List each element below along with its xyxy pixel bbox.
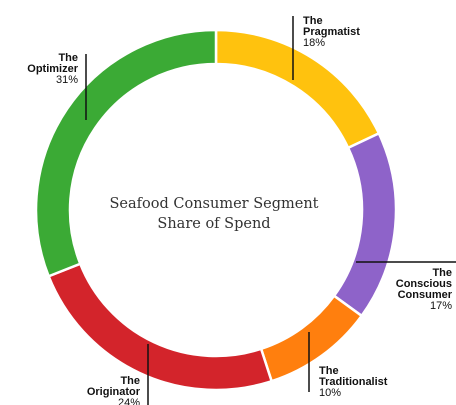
slice-label: The Optimizer 31% [27,52,78,86]
slice-labels: The Pragmatist 18%The Conscious Consumer 17%T… [27,15,452,405]
slice-name-line: The [432,267,452,279]
slice-name-line: Conscious [396,278,452,290]
slice-the-originator [47,262,274,392]
slice-name-line: Pragmatist [303,26,360,38]
leader-lines [85,16,456,405]
slice-percent: 24% [118,397,140,405]
slice-label: The Pragmatist 18% [303,15,360,49]
slice-name-line: Traditionalist [319,376,388,388]
slice-label: The Originator 24% [87,375,141,405]
slice-percent: 10% [319,387,341,399]
slice-label: The Conscious Consumer 17% [396,267,453,312]
slice-name-line: Consumer [398,289,453,301]
slice-percent: 17% [430,300,452,312]
slice-percent: 31% [56,74,78,86]
slice-label: The Traditionalist 10% [319,365,388,399]
slice-the-pragmatist [214,28,381,150]
center-title-line-2: Share of Spend [157,216,270,232]
slice-name-line: The [120,375,140,387]
slice-the-traditionalist [259,294,364,383]
slice-name-line: Optimizer [27,63,78,75]
slice-name-line: Originator [87,386,141,398]
donut-slices [34,28,398,392]
slice-name-line: The [58,52,78,64]
slice-name-line: The [303,15,323,27]
slice-the-conscious-consumer [332,131,398,318]
slice-name-line: The [319,365,339,377]
slice-the-optimizer [34,28,218,278]
slice-percent: 18% [303,37,325,49]
center-title-line-1: Seafood Consumer Segment [110,196,319,212]
